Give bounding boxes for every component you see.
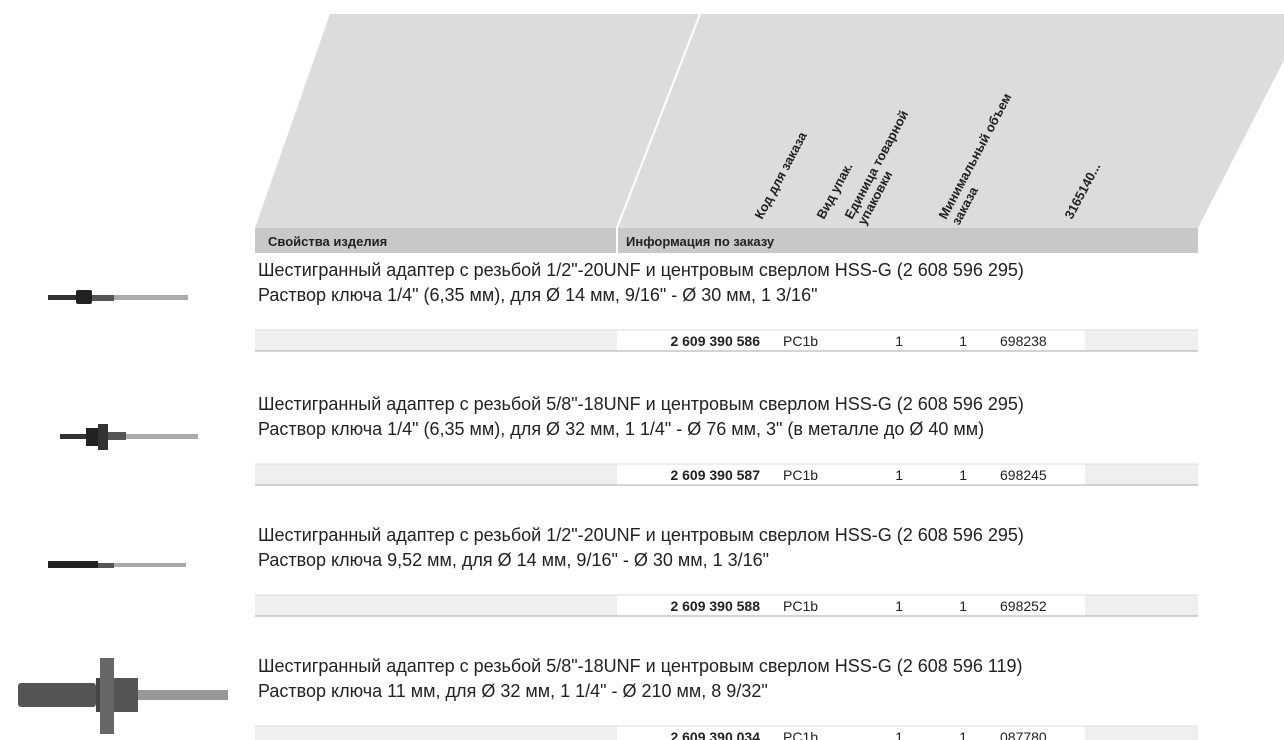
header-divider [616, 13, 701, 229]
min-order: 1 [959, 467, 967, 483]
pack-unit: 1 [895, 598, 903, 614]
order-cells [617, 595, 1085, 616]
pack-type: PC1b [783, 333, 818, 349]
min-order: 1 [959, 729, 967, 740]
product-description: Шестигранный адаптер с резьбой 5/8"-18UN… [258, 394, 1024, 414]
tool-image [18, 658, 228, 734]
ean-code: 087780 [1000, 729, 1047, 740]
order-cells [617, 726, 1085, 740]
ean-code: 698238 [1000, 333, 1047, 349]
ean-code: 698252 [1000, 598, 1047, 614]
pack-type: PC1b [783, 729, 818, 740]
ean-code: 698245 [1000, 467, 1047, 483]
tool-image [48, 561, 186, 568]
pack-unit: 1 [895, 467, 903, 483]
order-code: 2 609 390 034 [670, 729, 760, 740]
product-description: Шестигранный адаптер с резьбой 1/2"-20UN… [258, 525, 1024, 545]
product-description: Раствор ключа 1/4" (6,35 мм), для Ø 14 м… [258, 285, 817, 305]
min-order: 1 [959, 598, 967, 614]
product-description: Раствор ключа 9,52 мм, для Ø 14 мм, 9/16… [258, 550, 769, 570]
section-label: Информация по заказу [626, 234, 775, 249]
order-code: 2 609 390 588 [670, 598, 760, 614]
pack-type: PC1b [783, 467, 818, 483]
pack-type: PC1b [783, 598, 818, 614]
order-code: 2 609 390 587 [670, 467, 760, 483]
order-cells [617, 464, 1085, 485]
tool-image [48, 290, 188, 304]
header-background [255, 14, 1284, 228]
min-order: 1 [959, 333, 967, 349]
order-code: 2 609 390 586 [670, 333, 760, 349]
product-description: Шестигранный адаптер с резьбой 1/2"-20UN… [258, 260, 1024, 280]
pack-unit: 1 [895, 729, 903, 740]
section-bar [255, 228, 1198, 253]
product-description: Раствор ключа 11 мм, для Ø 32 мм, 1 1/4"… [258, 681, 768, 701]
tool-image [60, 424, 198, 450]
order-cells [617, 330, 1085, 351]
product-description: Раствор ключа 1/4" (6,35 мм), для Ø 32 м… [258, 419, 984, 439]
pack-unit: 1 [895, 333, 903, 349]
section-label: Свойства изделия [268, 234, 387, 249]
product-description: Шестигранный адаптер с резьбой 5/8"-18UN… [258, 656, 1023, 676]
